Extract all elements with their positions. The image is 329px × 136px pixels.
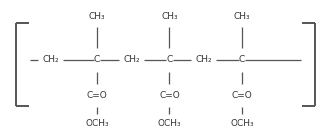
Text: C=O: C=O xyxy=(231,91,252,100)
Text: OCH₃: OCH₃ xyxy=(85,119,109,128)
Text: CH₃: CH₃ xyxy=(234,12,250,21)
Text: CH₂: CH₂ xyxy=(123,55,140,64)
Text: CH₃: CH₃ xyxy=(161,12,178,21)
Text: OCH₃: OCH₃ xyxy=(158,119,181,128)
Text: C=O: C=O xyxy=(87,91,108,100)
Text: CH₂: CH₂ xyxy=(43,55,59,64)
Text: C: C xyxy=(239,55,245,64)
Text: C=O: C=O xyxy=(159,91,180,100)
Text: CH₃: CH₃ xyxy=(89,12,105,21)
Text: OCH₃: OCH₃ xyxy=(230,119,254,128)
Text: C: C xyxy=(166,55,172,64)
Text: C: C xyxy=(94,55,100,64)
Text: CH₂: CH₂ xyxy=(196,55,212,64)
